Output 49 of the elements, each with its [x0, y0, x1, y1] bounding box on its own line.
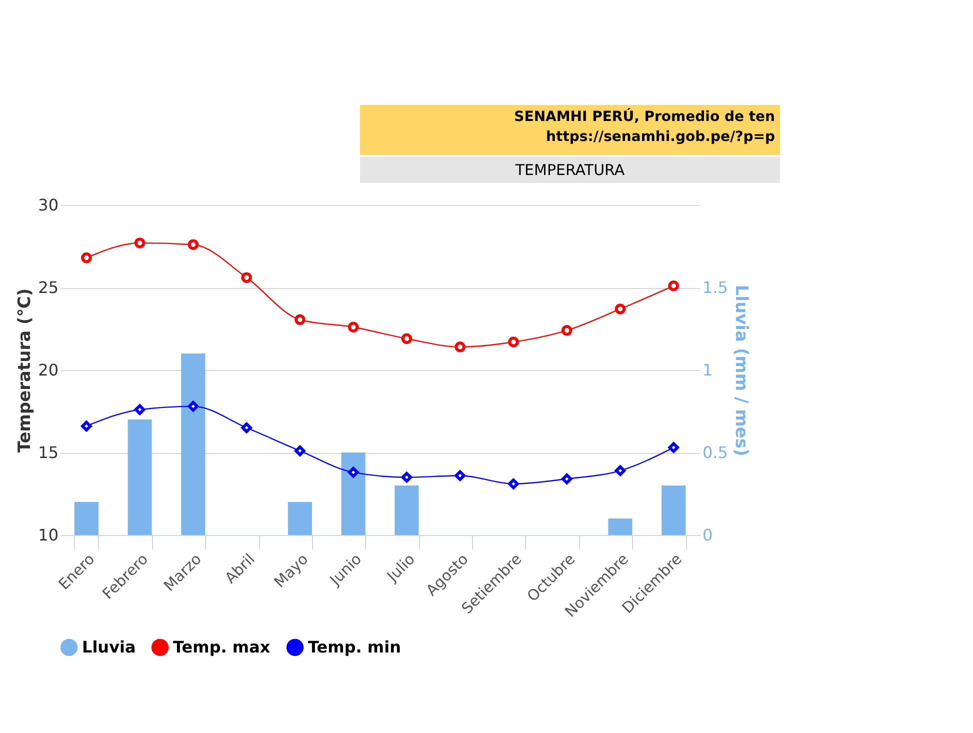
legend-label: Temp. max: [173, 637, 271, 656]
legend-label: Lluvia: [82, 637, 136, 656]
bar: [74, 502, 98, 535]
point: [401, 333, 412, 344]
point: [348, 466, 359, 478]
point: [294, 445, 306, 456]
text: SENAMHI PERÚ, Promedio de ten: [514, 108, 775, 125]
point: [668, 442, 679, 453]
text: https://senamhi.gob.pe/?p=p: [546, 129, 775, 145]
y2-tick-label: 0: [702, 526, 713, 544]
y-axis-title: Temperatura (℃): [15, 288, 36, 453]
point: [134, 404, 146, 415]
y-tick-label: 15: [38, 443, 58, 462]
point: [81, 252, 92, 264]
point: [348, 322, 359, 332]
bar: [288, 502, 312, 535]
point: [614, 465, 626, 476]
point: [454, 342, 466, 352]
point: [188, 400, 199, 412]
point: [508, 478, 519, 490]
bar: [128, 420, 152, 535]
legend-label: Temp. min: [308, 637, 401, 656]
y-tick-label: 20: [38, 360, 58, 380]
bar: [181, 354, 206, 535]
y2-tick-label: 0.5: [702, 443, 728, 462]
bar: [394, 486, 419, 535]
y2-tick-label: 1: [702, 360, 713, 380]
point: [668, 280, 679, 292]
point: [294, 314, 306, 326]
bar: [662, 486, 686, 535]
y-tick-label: 25: [38, 278, 58, 297]
chart-title: TEMPERATURA: [514, 161, 626, 179]
point: [561, 474, 572, 484]
point: [614, 304, 626, 314]
bar: [341, 452, 366, 535]
point: [454, 470, 466, 481]
y2-axis-title: Lluvia (mm / mes): [730, 284, 751, 456]
bar: [608, 518, 632, 535]
point: [241, 272, 252, 283]
point: [81, 420, 92, 432]
point: [561, 325, 572, 336]
y-tick-label: 10: [38, 526, 58, 544]
point: [241, 422, 252, 434]
y-tick-label: 30: [38, 196, 58, 214]
point: [188, 239, 199, 250]
y2-tick-label: 1.5: [702, 278, 728, 297]
point: [134, 238, 146, 248]
point: [508, 336, 519, 348]
point: [401, 472, 412, 483]
